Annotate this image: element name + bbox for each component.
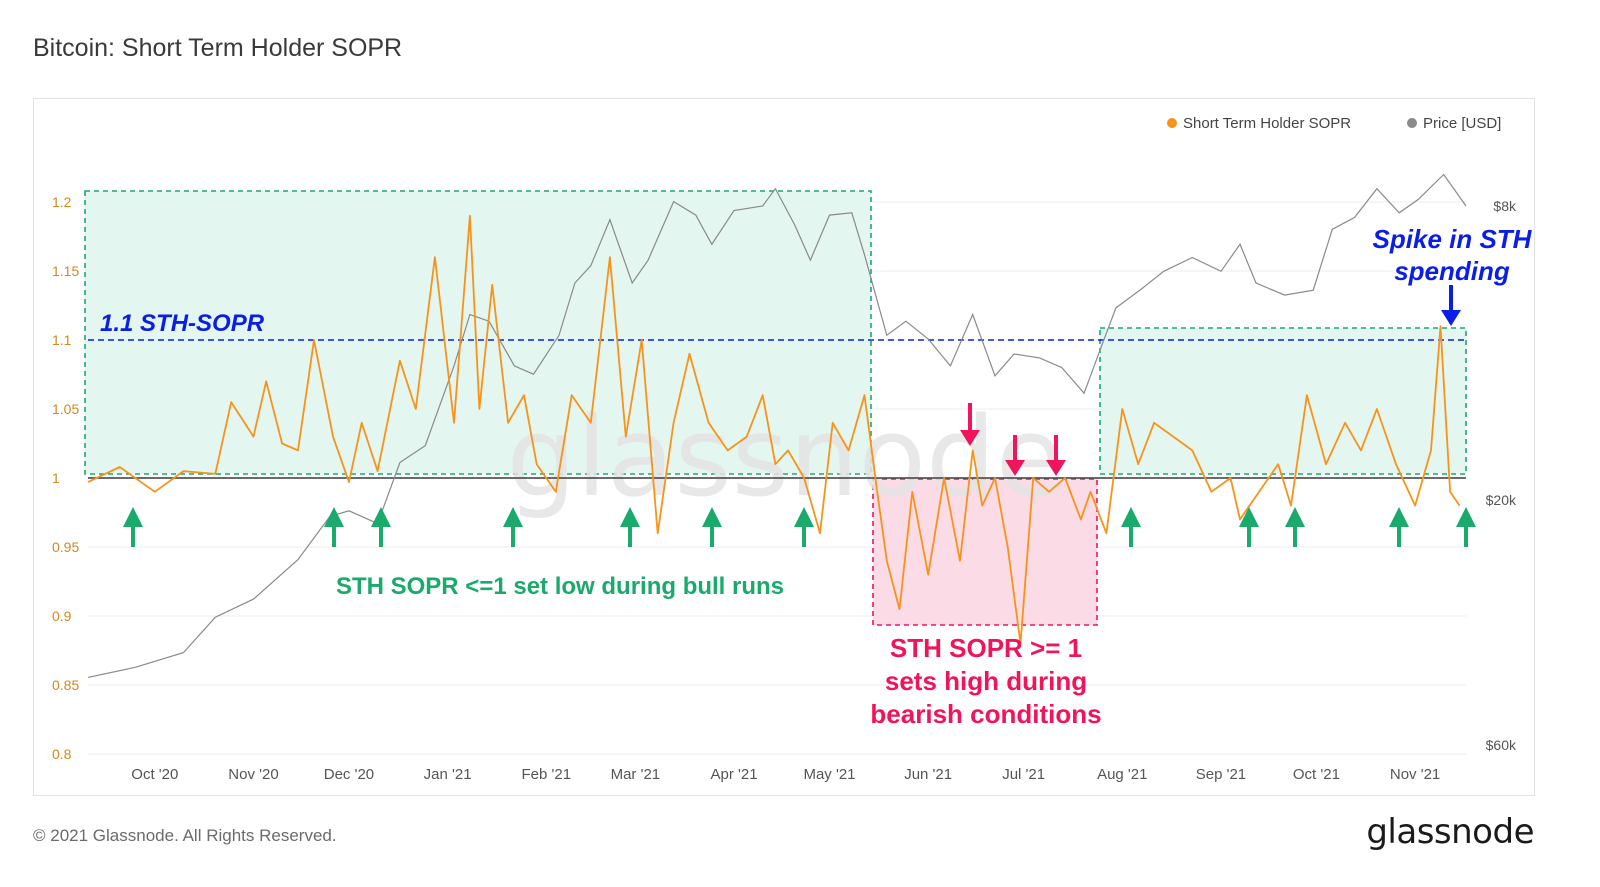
green-up-arrow-head bbox=[1389, 507, 1409, 527]
sopr-level-annotation: 1.1 STH-SOPR bbox=[100, 310, 265, 337]
y-left-tick-label: 1.2 bbox=[52, 194, 72, 210]
y-left-tick-label: 0.85 bbox=[52, 677, 79, 693]
y-right-tick-label: $20k bbox=[1486, 492, 1517, 508]
x-tick-label: Aug '21 bbox=[1097, 766, 1147, 783]
sopr-series-line bbox=[87, 214, 1461, 645]
legend-price-label: Price [USD] bbox=[1423, 115, 1501, 132]
copyright-text: © 2021 Glassnode. All Rights Reserved. bbox=[33, 826, 337, 845]
x-tick-label: Nov '21 bbox=[1390, 766, 1440, 783]
x-tick-label: Jun '21 bbox=[904, 766, 952, 783]
x-tick-label: Jan '21 bbox=[424, 766, 472, 783]
green-up-arrow-head bbox=[794, 507, 814, 527]
y-right-tick-label: $60k bbox=[1486, 737, 1517, 753]
x-tick-label: Feb '21 bbox=[521, 766, 571, 783]
bull-zone-box bbox=[84, 190, 872, 475]
green-up-arrow-head bbox=[123, 507, 143, 527]
x-tick-label: Sep '21 bbox=[1196, 766, 1246, 783]
green-up-arrow-head bbox=[1239, 507, 1259, 527]
chart-frame bbox=[33, 98, 1535, 796]
legend-price-marker bbox=[1407, 118, 1417, 128]
x-tick-label: Jul '21 bbox=[1002, 766, 1045, 783]
blue-down-arrow-head bbox=[1441, 310, 1461, 326]
green-up-arrow-head bbox=[702, 507, 722, 527]
green-up-arrow-head bbox=[1285, 507, 1305, 527]
x-tick-label: Nov '20 bbox=[228, 766, 278, 783]
green-up-arrow-head bbox=[1456, 507, 1476, 527]
y-left-tick-label: 0.95 bbox=[52, 539, 79, 555]
x-tick-label: Mar '21 bbox=[611, 766, 661, 783]
chart-title: Bitcoin: Short Term Holder SOPR bbox=[33, 34, 403, 62]
red-down-arrow-head bbox=[960, 430, 980, 446]
y-left-tick-label: 1.15 bbox=[52, 263, 79, 279]
spike-annotation-line: Spike in STH bbox=[1373, 224, 1533, 254]
y-left-tick-label: 1.1 bbox=[52, 332, 72, 348]
y-right-tick-label: $8k bbox=[1493, 198, 1517, 214]
green-up-arrow-head bbox=[371, 507, 391, 527]
watermark-text: glassnode bbox=[507, 393, 1064, 521]
y-left-tick-label: 1 bbox=[52, 470, 60, 486]
green-up-arrow-head bbox=[620, 507, 640, 527]
bear-annotation-line: sets high during bbox=[885, 666, 1087, 696]
bear-annotation-line: bearish conditions bbox=[870, 699, 1101, 729]
y-left-tick-label: 0.9 bbox=[52, 608, 72, 624]
x-tick-label: Oct '20 bbox=[131, 766, 178, 783]
y-left-tick-label: 0.8 bbox=[52, 746, 72, 762]
red-down-arrow-head bbox=[1046, 460, 1066, 476]
green-up-arrow-head bbox=[1121, 507, 1141, 527]
spike-annotation-line: spending bbox=[1394, 256, 1510, 286]
green-up-arrow-head bbox=[503, 507, 523, 527]
legend-sopr-marker bbox=[1167, 118, 1177, 128]
red-down-arrow-head bbox=[1005, 460, 1025, 476]
x-tick-label: May '21 bbox=[803, 766, 855, 783]
bull-annotation: STH SOPR <=1 set low during bull runs bbox=[336, 573, 784, 600]
green-up-arrow-head bbox=[324, 507, 344, 527]
legend-sopr-label: Short Term Holder SOPR bbox=[1183, 115, 1351, 132]
bull-zone-box-right bbox=[1099, 327, 1467, 475]
glassnode-logo: glassnode bbox=[1366, 812, 1534, 852]
x-tick-label: Oct '21 bbox=[1293, 766, 1340, 783]
bear-annotation-line: STH SOPR >= 1 bbox=[890, 633, 1082, 663]
x-tick-label: Dec '20 bbox=[324, 766, 374, 783]
price-series-line bbox=[87, 173, 1467, 678]
y-left-tick-label: 1.05 bbox=[52, 401, 79, 417]
x-tick-label: Apr '21 bbox=[711, 766, 758, 783]
